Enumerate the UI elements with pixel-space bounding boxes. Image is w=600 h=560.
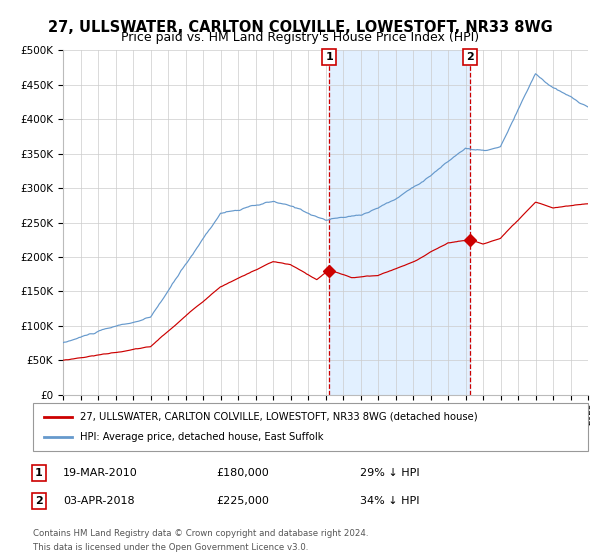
Text: £180,000: £180,000 bbox=[216, 468, 269, 478]
Bar bbox=[329, 50, 470, 395]
Text: HPI: Average price, detached house, East Suffolk: HPI: Average price, detached house, East… bbox=[80, 432, 323, 442]
Text: 27, ULLSWATER, CARLTON COLVILLE, LOWESTOFT, NR33 8WG: 27, ULLSWATER, CARLTON COLVILLE, LOWESTO… bbox=[47, 20, 553, 35]
Text: 1: 1 bbox=[325, 52, 333, 62]
Text: 2: 2 bbox=[466, 52, 474, 62]
Text: 03-APR-2018: 03-APR-2018 bbox=[63, 496, 134, 506]
Text: 1: 1 bbox=[35, 468, 43, 478]
Text: Price paid vs. HM Land Registry's House Price Index (HPI): Price paid vs. HM Land Registry's House … bbox=[121, 31, 479, 44]
Text: Contains HM Land Registry data © Crown copyright and database right 2024.: Contains HM Land Registry data © Crown c… bbox=[33, 529, 368, 538]
Text: 34% ↓ HPI: 34% ↓ HPI bbox=[360, 496, 419, 506]
Text: 19-MAR-2010: 19-MAR-2010 bbox=[63, 468, 138, 478]
Text: 27, ULLSWATER, CARLTON COLVILLE, LOWESTOFT, NR33 8WG (detached house): 27, ULLSWATER, CARLTON COLVILLE, LOWESTO… bbox=[80, 412, 478, 422]
Text: £225,000: £225,000 bbox=[216, 496, 269, 506]
FancyBboxPatch shape bbox=[33, 403, 588, 451]
Text: 29% ↓ HPI: 29% ↓ HPI bbox=[360, 468, 419, 478]
Text: 2: 2 bbox=[35, 496, 43, 506]
Text: This data is licensed under the Open Government Licence v3.0.: This data is licensed under the Open Gov… bbox=[33, 543, 308, 552]
